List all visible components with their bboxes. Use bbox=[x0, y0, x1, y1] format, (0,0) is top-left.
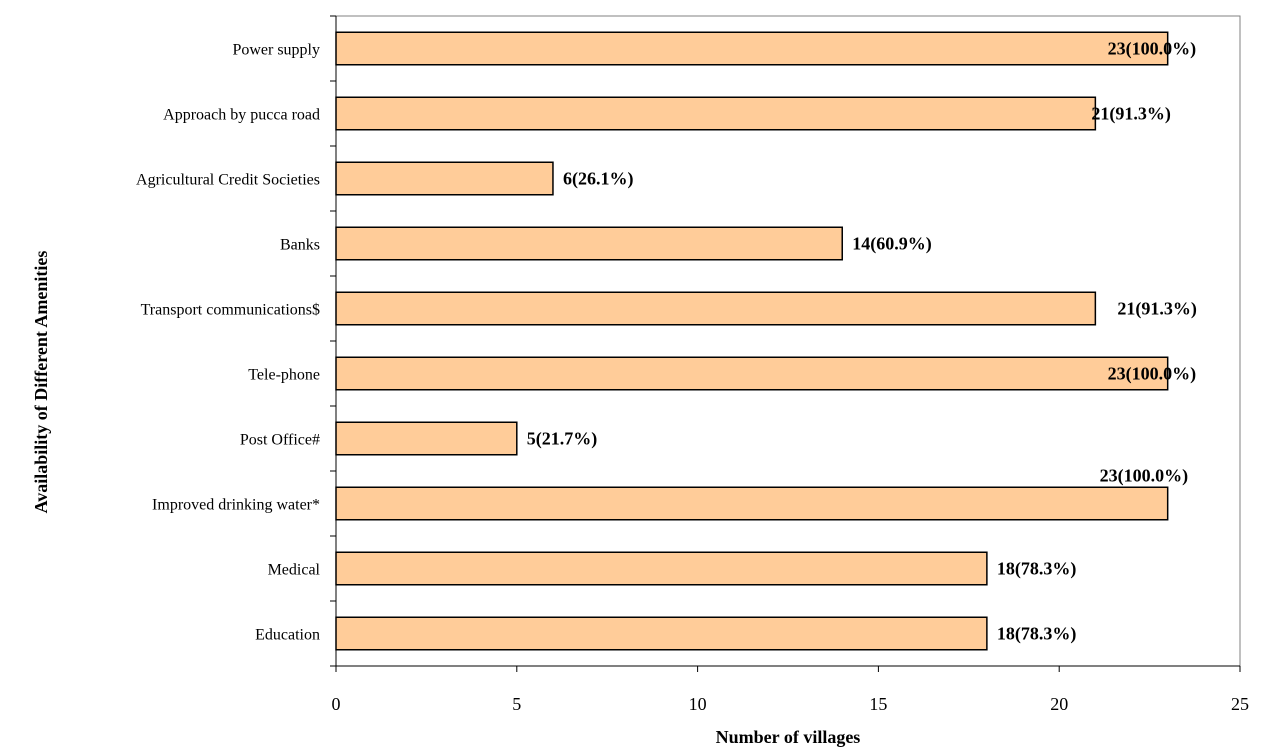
data-label: 14(60.9%) bbox=[852, 234, 932, 255]
x-tick-label: 5 bbox=[512, 694, 521, 714]
data-labels: 23(100.0%) 21(91.3%) 6(26.1%) 14(60.9%) 21(9… bbox=[527, 39, 1197, 645]
data-label: 21(91.3%) bbox=[1091, 104, 1171, 125]
bar bbox=[335, 421, 518, 456]
data-label: 18(78.3%) bbox=[997, 624, 1077, 645]
bar bbox=[335, 31, 1169, 66]
bar bbox=[335, 356, 1169, 391]
category-label: Tele-phone bbox=[248, 367, 320, 384]
x-tick-labels: 0 5 10 15 20 25 bbox=[332, 694, 1250, 714]
y-axis-title: Availability of Different Amenities bbox=[31, 251, 51, 514]
category-labels: Power supply Approach by pucca road Agricu… bbox=[136, 42, 321, 644]
x-tick-label: 10 bbox=[689, 694, 707, 714]
bar bbox=[335, 96, 1097, 131]
bar bbox=[335, 161, 554, 196]
data-label: 18(78.3%) bbox=[997, 559, 1077, 580]
x-tick-label: 15 bbox=[869, 694, 887, 714]
category-label: Transport communications$ bbox=[141, 302, 320, 319]
bar bbox=[335, 291, 1097, 326]
data-label: 21(91.3%) bbox=[1117, 299, 1197, 320]
x-tick-label: 25 bbox=[1231, 694, 1249, 714]
x-tick-label: 0 bbox=[332, 694, 341, 714]
data-label: 5(21.7%) bbox=[527, 429, 598, 450]
data-label: 23(100.0%) bbox=[1108, 39, 1197, 60]
axes-group bbox=[330, 15, 1241, 672]
category-label: Agricultural Credit Societies bbox=[136, 172, 320, 189]
category-label: Medical bbox=[268, 562, 321, 579]
category-label: Power supply bbox=[232, 42, 320, 59]
bar bbox=[335, 551, 988, 586]
x-tick-label: 20 bbox=[1050, 694, 1068, 714]
category-label: Approach by pucca road bbox=[163, 107, 320, 124]
category-label: Education bbox=[255, 627, 320, 644]
bar bbox=[335, 616, 988, 651]
category-label: Improved drinking water* bbox=[152, 497, 320, 514]
data-label: 6(26.1%) bbox=[563, 169, 634, 190]
bars-group bbox=[335, 31, 1169, 651]
bar bbox=[335, 226, 843, 261]
data-label: 23(100.0%) bbox=[1100, 466, 1189, 487]
category-label: Post Office# bbox=[240, 432, 320, 449]
category-label: Banks bbox=[280, 237, 320, 254]
x-axis-title: Number of villages bbox=[716, 727, 861, 747]
data-label: 23(100.0%) bbox=[1108, 364, 1197, 385]
bar bbox=[335, 486, 1169, 521]
